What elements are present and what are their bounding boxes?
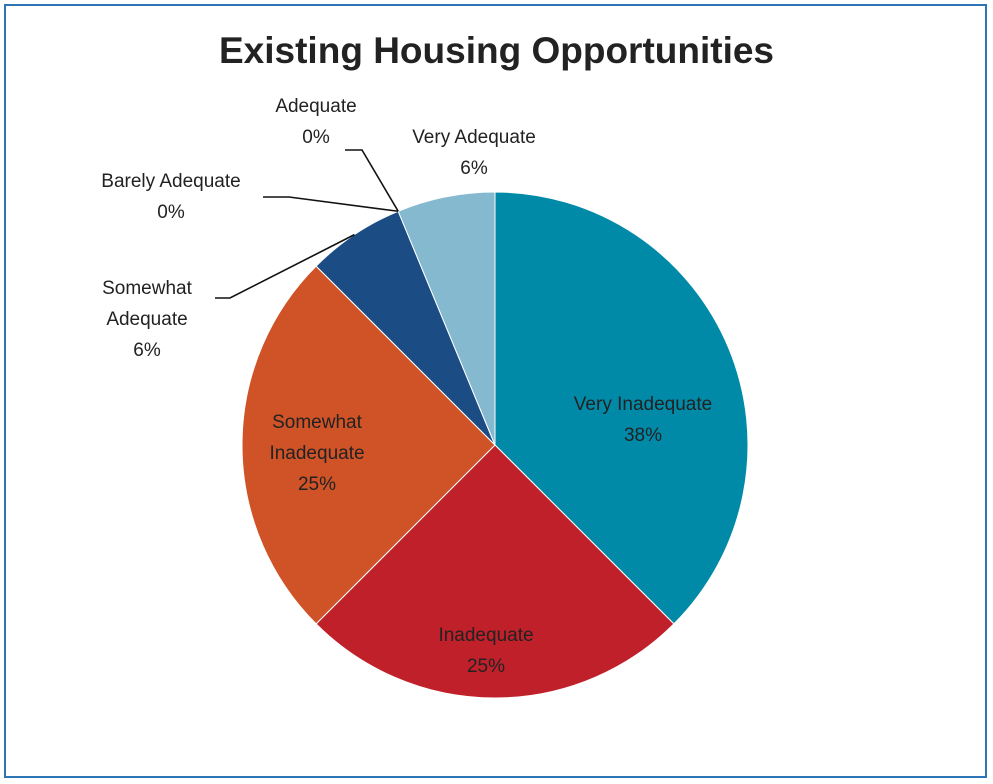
data-label-somewhat-adequate: Somewhat Adequate 6% [102,278,192,361]
data-label-barely-adequate: Barely Adequate 0% [101,171,240,223]
leader-line-somewhat-adequate [215,233,355,299]
pie-slice-very-inadequate [494,191,749,625]
pie-slice-inadequate [315,444,675,699]
data-label-inadequate: Inadequate 25% [438,625,533,677]
data-label-somewhat-inadequate: Somewhat Inadequate 25% [269,412,364,495]
data-label-very-adequate: Very Adequate 6% [412,127,536,179]
pie-slice-somewhat-inadequate [241,265,496,625]
pie-slice-very-adequate [397,191,496,446]
data-label-adequate: Adequate 0% [275,96,356,148]
leader-line-adequate [345,149,399,212]
data-label-very-inadequate: Very Inadequate 38% [574,394,712,446]
leader-line-barely-adequate [263,196,399,213]
chart-title: Existing Housing Opportunities [219,30,774,71]
